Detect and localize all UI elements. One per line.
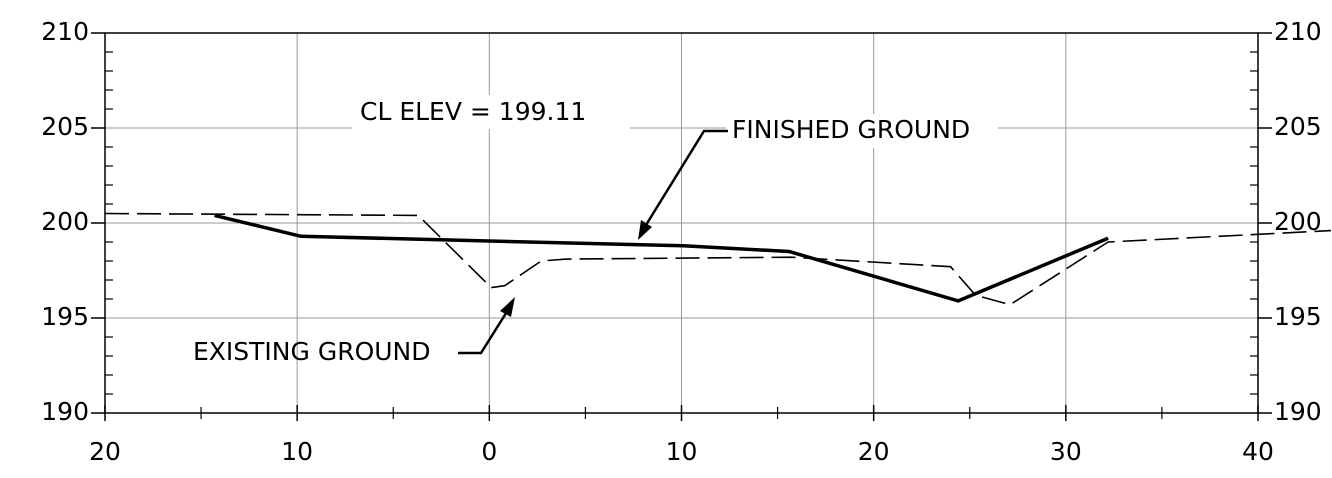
y-tick-label: 210 — [41, 17, 89, 46]
y-tick-label: 190 — [1274, 397, 1322, 426]
y-tick-label: 210 — [1274, 17, 1322, 46]
series-annotation: EXISTING GROUND — [193, 337, 431, 366]
label-mask — [726, 114, 998, 148]
y-tick-label: 200 — [1274, 207, 1322, 236]
x-tick-label: 40 — [1242, 437, 1274, 466]
arrowhead — [500, 297, 515, 317]
series-line — [104, 212, 1332, 306]
x-tick-label: 10 — [666, 437, 698, 466]
plot-frame — [104, 32, 1259, 414]
y-tick-label: 190 — [41, 397, 89, 426]
y-tick-label: 200 — [41, 207, 89, 236]
annotation: CL ELEV = 199.11 — [360, 97, 586, 126]
arrowhead — [638, 220, 652, 240]
series-annotation: FINISHED GROUND — [732, 115, 970, 144]
series-line — [214, 213, 1109, 303]
y-tick-label: 195 — [1274, 302, 1322, 331]
y-tick-label: 205 — [1274, 112, 1322, 141]
x-tick-label: 20 — [858, 437, 890, 466]
leader — [458, 129, 728, 355]
label-mask — [352, 95, 630, 129]
x-tick-label: 20 — [89, 437, 121, 466]
y-tick-label: 195 — [41, 302, 89, 331]
x-tick-label: 0 — [481, 437, 497, 466]
x-tick-label: 30 — [1050, 437, 1082, 466]
y-tick-label: 205 — [41, 112, 89, 141]
x-tick-label: 10 — [281, 437, 313, 466]
